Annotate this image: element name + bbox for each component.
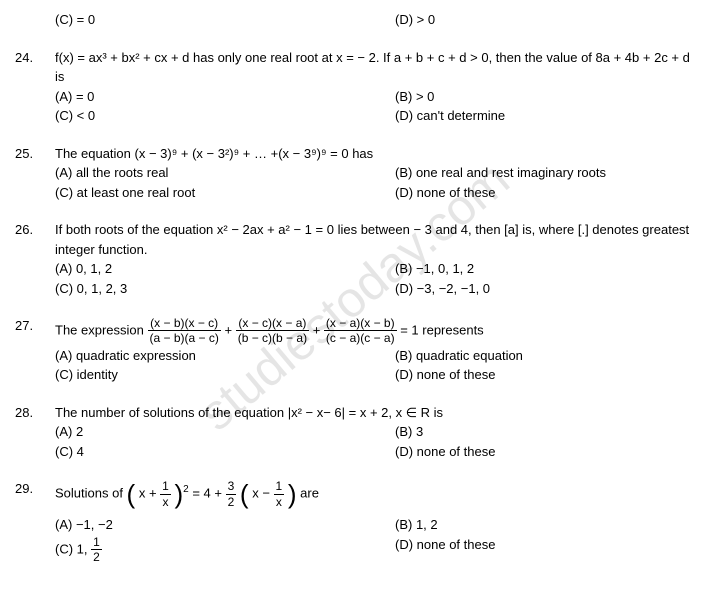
question-number: 27. — [15, 316, 55, 385]
question-stem: The equation (x − 3)⁹ + (x − 3²)⁹ + … +(… — [55, 144, 692, 164]
question-stem: Solutions of ( x + 1 x )2 = 4 + 3 2 ( x … — [55, 479, 692, 509]
question-stem: f(x) = ax³ + bx² + cx + d has only one r… — [55, 48, 692, 87]
option-c: (C) at least one real root — [55, 183, 395, 203]
option-c: (C) 4 — [55, 442, 395, 462]
stem-after: = 1 represents — [400, 322, 483, 337]
stem-before: Solutions of — [55, 486, 127, 501]
lhs-inner: x + — [139, 486, 160, 501]
question-number: 25. — [15, 144, 55, 203]
option-b: (B) −1, 0, 1, 2 — [395, 259, 692, 279]
rhs-fraction: 1 x — [274, 479, 285, 509]
option-d: (D) −3, −2, −1, 0 — [395, 279, 692, 299]
option-b: (B) 3 — [395, 422, 692, 442]
question-number: 26. — [15, 220, 55, 298]
option-a: (A) 0, 1, 2 — [55, 259, 395, 279]
question-number: 24. — [15, 48, 55, 126]
rhs-inner: x − — [252, 486, 273, 501]
question-29: 29. Solutions of ( x + 1 x )2 = 4 + 3 2 … — [15, 479, 692, 564]
fraction-2: (x − c)(x − a) (b − c)(b − a) — [236, 316, 309, 346]
fraction-3: (x − a)(x − b) (c − a)(c − a) — [324, 316, 397, 346]
stem-before: The expression — [55, 322, 148, 337]
option-b: (B) one real and rest imaginary roots — [395, 163, 692, 183]
option-a: (A) = 0 — [55, 87, 395, 107]
option-b: (B) quadratic equation — [395, 346, 692, 366]
lhs-fraction: 1 x — [160, 479, 171, 509]
option-c: (C) 0, 1, 2, 3 — [55, 279, 395, 299]
option-a: (A) all the roots real — [55, 163, 395, 183]
option-c: (C) 1, 1 2 — [55, 535, 395, 565]
option-a: (A) 2 — [55, 422, 395, 442]
option-c: (C) = 0 — [55, 10, 395, 30]
option-b: (B) 1, 2 — [395, 515, 692, 535]
option-a: (A) quadratic expression — [55, 346, 395, 366]
question-25: 25. The equation (x − 3)⁹ + (x − 3²)⁹ + … — [15, 144, 692, 203]
eq-mid: = 4 + — [192, 486, 225, 501]
question-26: 26. If both roots of the equation x² − 2… — [15, 220, 692, 298]
mid-fraction: 3 2 — [226, 479, 237, 509]
option-d: (D) > 0 — [395, 10, 692, 30]
option-d: (D) can't determine — [395, 106, 692, 126]
question-24: 24. f(x) = ax³ + bx² + cx + d has only o… — [15, 48, 692, 126]
stem-after: are — [300, 486, 319, 501]
question-number: 29. — [15, 479, 55, 564]
exponent: 2 — [183, 484, 189, 495]
question-stem: The expression (x − b)(x − c) (a − b)(a … — [55, 316, 692, 346]
fraction-1: (x − b)(x − c) (a − b)(a − c) — [148, 316, 221, 346]
option-a: (A) −1, −2 — [55, 515, 395, 535]
option-d: (D) none of these — [395, 183, 692, 203]
top-options-fragment: (C) = 0 (D) > 0 — [15, 10, 692, 30]
option-d: (D) none of these — [395, 535, 692, 565]
option-d: (D) none of these — [395, 442, 692, 462]
question-stem: The number of solutions of the equation … — [55, 403, 692, 423]
option-d: (D) none of these — [395, 365, 692, 385]
option-c: (C) identity — [55, 365, 395, 385]
question-27: 27. The expression (x − b)(x − c) (a − b… — [15, 316, 692, 385]
question-stem: If both roots of the equation x² − 2ax +… — [55, 220, 692, 259]
question-28: 28. The number of solutions of the equat… — [15, 403, 692, 462]
option-c: (C) < 0 — [55, 106, 395, 126]
question-number: 28. — [15, 403, 55, 462]
option-c-fraction: 1 2 — [91, 535, 102, 565]
plus: + — [313, 322, 324, 337]
plus: + — [224, 322, 235, 337]
option-b: (B) > 0 — [395, 87, 692, 107]
